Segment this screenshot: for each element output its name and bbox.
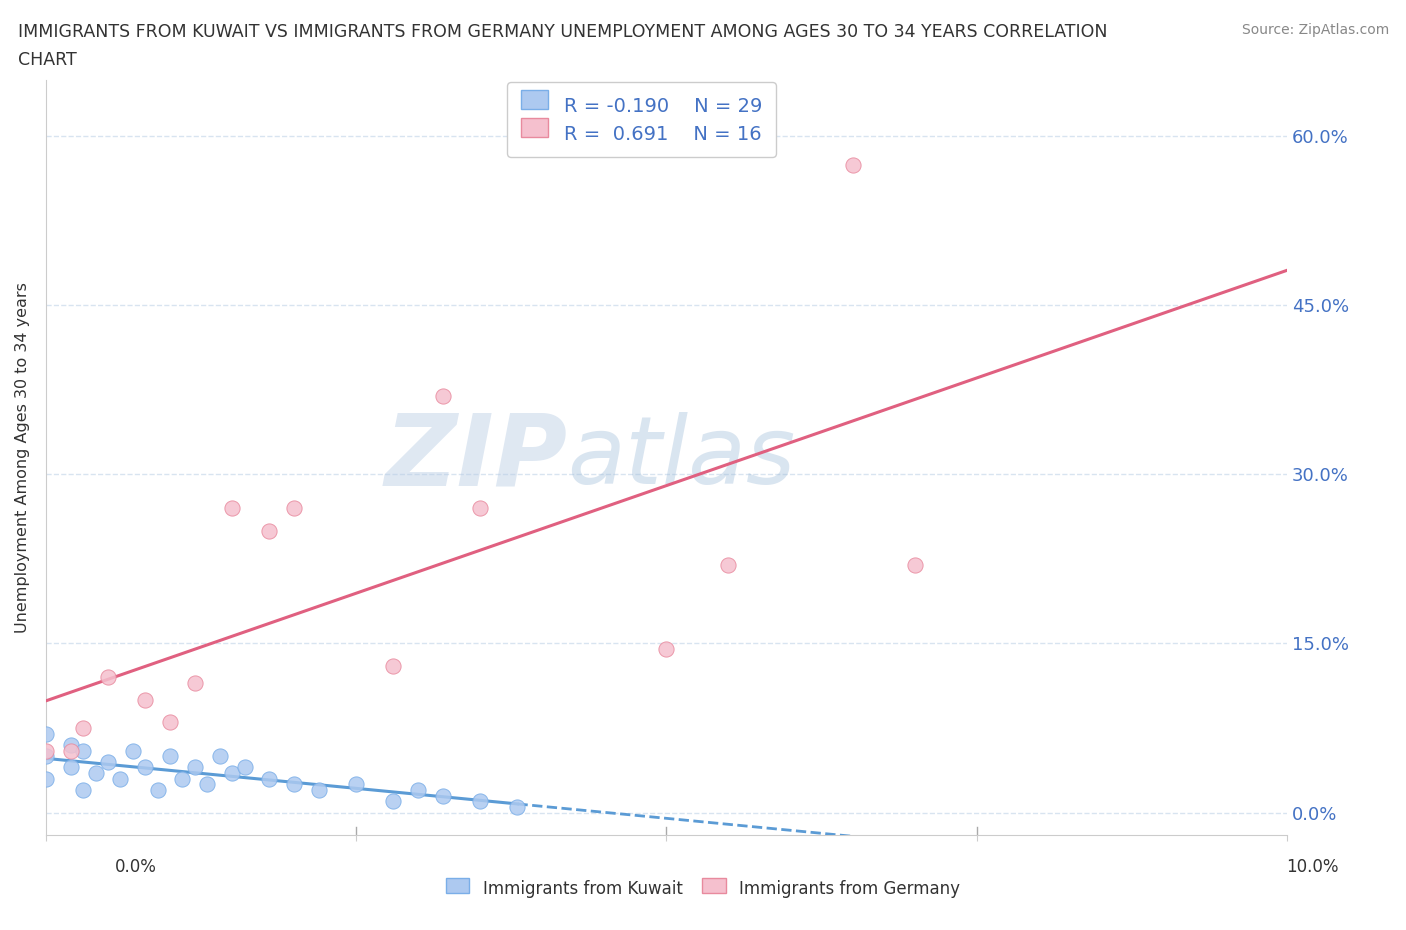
Point <box>121 743 143 758</box>
Point <box>59 737 82 752</box>
Point <box>221 765 243 780</box>
Point <box>903 557 925 572</box>
Point <box>97 670 120 684</box>
Point <box>35 726 58 741</box>
Point <box>221 501 243 516</box>
Point <box>72 782 94 797</box>
Y-axis label: Unemployment Among Ages 30 to 34 years: Unemployment Among Ages 30 to 34 years <box>15 282 30 633</box>
Legend: R = -0.190    N = 29, R =  0.691    N = 16: R = -0.190 N = 29, R = 0.691 N = 16 <box>508 82 776 157</box>
Point <box>506 800 529 815</box>
Point <box>72 721 94 736</box>
Text: IMMIGRANTS FROM KUWAIT VS IMMIGRANTS FROM GERMANY UNEMPLOYMENT AMONG AGES 30 TO : IMMIGRANTS FROM KUWAIT VS IMMIGRANTS FRO… <box>18 23 1108 41</box>
Point <box>470 794 492 809</box>
Point <box>97 754 120 769</box>
Legend: Immigrants from Kuwait, Immigrants from Germany: Immigrants from Kuwait, Immigrants from … <box>439 873 967 905</box>
Point <box>159 749 181 764</box>
Point <box>283 777 305 791</box>
Point <box>655 642 678 657</box>
Point <box>110 771 132 786</box>
Point <box>841 157 863 172</box>
Point <box>432 788 454 803</box>
Point <box>35 749 58 764</box>
Text: Source: ZipAtlas.com: Source: ZipAtlas.com <box>1241 23 1389 37</box>
Point <box>470 501 492 516</box>
Point <box>146 782 169 797</box>
Point <box>382 794 405 809</box>
Point <box>406 782 429 797</box>
Point <box>59 760 82 775</box>
Text: CHART: CHART <box>18 51 77 69</box>
Point <box>432 388 454 403</box>
Point <box>134 693 156 708</box>
Point <box>59 743 82 758</box>
Text: ZIP: ZIP <box>384 409 567 506</box>
Point <box>308 782 330 797</box>
Point <box>233 760 256 775</box>
Point <box>382 658 405 673</box>
Point <box>208 749 231 764</box>
Point <box>184 760 207 775</box>
Point <box>35 743 58 758</box>
Point <box>72 743 94 758</box>
Point <box>172 771 194 786</box>
Point <box>259 771 281 786</box>
Point <box>134 760 156 775</box>
Text: 0.0%: 0.0% <box>115 857 157 876</box>
Point <box>195 777 218 791</box>
Point <box>35 771 58 786</box>
Point <box>84 765 107 780</box>
Text: 10.0%: 10.0% <box>1286 857 1339 876</box>
Point <box>259 524 281 538</box>
Text: atlas: atlas <box>567 412 796 503</box>
Point <box>717 557 740 572</box>
Point <box>344 777 367 791</box>
Point <box>184 675 207 690</box>
Point <box>283 501 305 516</box>
Point <box>159 715 181 730</box>
